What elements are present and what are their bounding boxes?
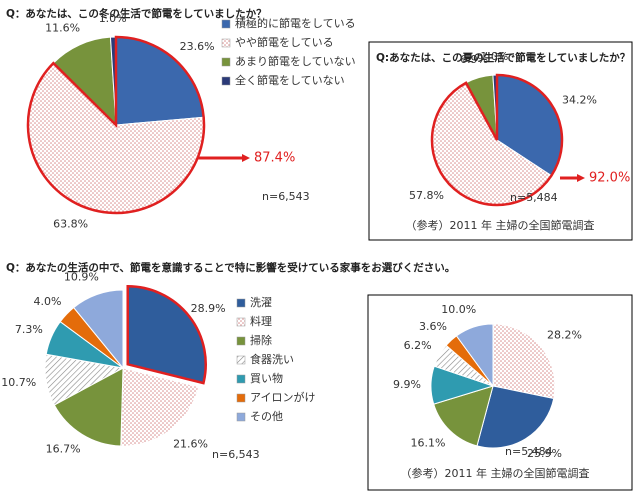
data-label: 16.1% — [411, 437, 446, 450]
data-label: 16.7% — [46, 443, 81, 456]
data-label: 21.6% — [173, 437, 208, 450]
data-label: 10.7% — [1, 376, 36, 389]
legend-label: 買い物 — [250, 371, 283, 385]
legend-label: やや節電をしている — [235, 35, 334, 49]
data-label: 23.6% — [180, 40, 215, 53]
data-label: 10.0% — [441, 303, 476, 316]
pie-slice — [476, 385, 555, 449]
legend-swatch — [221, 19, 231, 29]
data-label: 28.2% — [547, 328, 582, 341]
data-label: 6.9% — [460, 53, 488, 66]
data-label: 6.2% — [404, 339, 432, 352]
legend-label: 全く節電をしていない — [235, 73, 345, 87]
data-label: 3.6% — [419, 320, 447, 333]
legend-swatch — [221, 57, 231, 67]
data-label: 63.8% — [53, 218, 88, 231]
chart-title: Q:あなたは、この夏の生活で節電をしていましたか？ — [376, 51, 630, 64]
legend-label: 料理 — [250, 314, 272, 328]
legend-label: 食器洗い — [250, 352, 294, 366]
pie-slice — [492, 323, 556, 400]
chart-title: Q：あなたは、この冬の生活で節電をしていましたか？ — [6, 7, 267, 20]
annotation: 92.0% — [589, 171, 630, 186]
frame — [367, 294, 633, 491]
data-label: 28.9% — [191, 302, 226, 315]
legend-swatch — [221, 76, 231, 86]
sample-size: n=6,543 — [212, 448, 260, 461]
pie-slice — [72, 289, 124, 370]
legend-swatch — [236, 412, 246, 422]
frame — [368, 41, 633, 241]
data-label: 4.0% — [34, 295, 62, 308]
legend-swatch — [236, 298, 246, 308]
pie-slice — [120, 367, 200, 447]
data-label: 1.0% — [480, 50, 508, 63]
pie-slice — [455, 323, 494, 388]
legend-swatch — [236, 336, 246, 346]
annotation: 87.4% — [254, 151, 295, 166]
legend-label: 掃除 — [250, 333, 272, 347]
highlight-outline — [26, 35, 206, 215]
data-label: 10.9% — [64, 271, 99, 284]
chart-title: Q：あなたの生活の中で、節電を意識することで特に影響を受けている家事をお選びくだ… — [6, 261, 455, 274]
legend-swatch — [236, 355, 246, 365]
source-note: （参考）2011 年 主婦の全国節電調査 — [401, 466, 590, 480]
highlight-outline — [126, 285, 207, 385]
pie-slice — [53, 367, 124, 447]
pie-slice — [433, 385, 494, 447]
data-label: 11.6% — [45, 22, 80, 35]
legend-swatch — [236, 374, 246, 384]
data-label: 57.8% — [409, 189, 444, 202]
data-label: 1.0% — [99, 12, 127, 25]
legend-label: 積極的に節電をしている — [235, 16, 356, 30]
data-label: 34.2% — [562, 94, 597, 107]
data-label: 9.9% — [393, 378, 421, 391]
legend-swatch — [236, 317, 246, 327]
source-note: （参考）2011 年 主婦の全国節電調査 — [406, 218, 595, 232]
legend-label: アイロンがけ — [250, 390, 315, 404]
sample-size: n=5,484 — [505, 445, 553, 458]
sample-size: n=5,484 — [510, 191, 558, 204]
legend-label: 洗濯 — [250, 296, 272, 309]
legend-swatch — [236, 393, 246, 403]
pie-slice — [127, 285, 207, 384]
sample-size: n=6,543 — [262, 190, 310, 203]
legend-swatch — [221, 38, 231, 48]
data-label: 25.9% — [527, 447, 562, 460]
highlight-outline — [430, 73, 564, 207]
legend-label: あまり節電をしていない — [235, 54, 356, 68]
legend-label: その他 — [250, 410, 283, 423]
data-label: 7.3% — [15, 323, 43, 336]
